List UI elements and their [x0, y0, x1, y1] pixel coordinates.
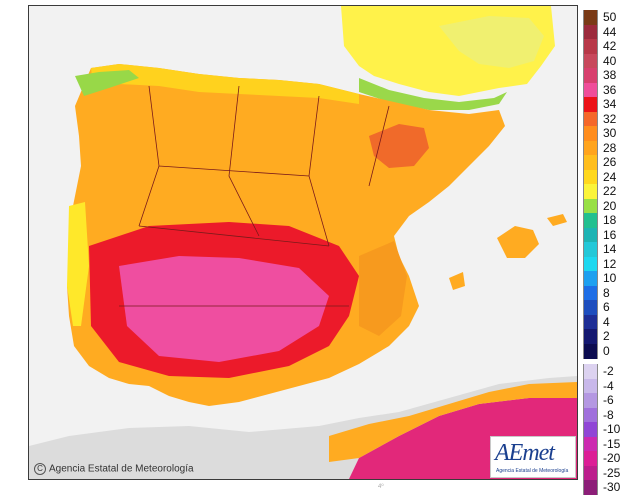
- legend-label: -4: [603, 378, 614, 393]
- menorca-island: [547, 214, 567, 226]
- aemet-logo: AEmet Agencia Estatal de Meteorología: [490, 436, 576, 478]
- legend-label: -8: [603, 407, 614, 422]
- legend-swatch: [583, 364, 598, 379]
- north-coast-mild-band: [91, 64, 359, 104]
- legend-label: 2: [603, 329, 610, 343]
- region-borders: [119, 85, 390, 307]
- france-cool-zone: [439, 16, 544, 68]
- legend-swatch: [583, 213, 598, 228]
- legend-label: 18: [603, 213, 617, 227]
- legend-label: 12: [603, 256, 617, 271]
- atlantic-coast-mild: [67, 202, 89, 326]
- legend-swatch: [583, 53, 598, 69]
- legend-label: -2: [603, 364, 614, 378]
- temperature-map: [28, 5, 578, 480]
- legend-swatch: [583, 140, 598, 156]
- legend-label: 4: [603, 314, 610, 329]
- legend-swatch: [583, 343, 598, 359]
- logo-name: AEmet: [495, 440, 555, 466]
- legend-swatch: [583, 378, 598, 394]
- legend-label: 14: [603, 242, 617, 256]
- mallorca-island: [497, 226, 539, 258]
- africa-warm-zone: [329, 382, 577, 462]
- legend-swatch: [583, 300, 598, 315]
- legend-swatch: [583, 184, 598, 199]
- temperature-legend: 50 44 42 40 38 36 34 32 30 28 26 24 22 20 18 16 14 12 10 8 6…: [583, 10, 627, 495]
- legend-label: 24: [603, 169, 617, 184]
- legend-swatch: [583, 198, 598, 214]
- legend-swatch: [583, 393, 598, 408]
- legend-swatch: [583, 422, 598, 437]
- legend-label: -15: [603, 436, 621, 451]
- legend-swatch: [583, 465, 598, 481]
- legend-swatch: [583, 407, 598, 423]
- legend-label: 20: [603, 198, 617, 213]
- legend-swatch: [583, 256, 598, 272]
- legend-label: -10: [603, 422, 621, 436]
- logo-subtitle: Agencia Estatal de Meteorología: [496, 468, 569, 474]
- legend-swatch: [583, 155, 598, 170]
- legend-label: -30: [603, 480, 621, 494]
- legend-swatch: [583, 436, 598, 452]
- legend-swatch: [583, 242, 598, 257]
- galicia-cool-band: [75, 70, 139, 96]
- legend-label: 10: [603, 271, 617, 285]
- legend-label: -6: [603, 393, 614, 407]
- ebro-hot-zone: [369, 124, 429, 168]
- legend-label: 0: [603, 343, 610, 358]
- legend-label: 16: [603, 227, 617, 242]
- legend-label: 40: [603, 53, 617, 68]
- legend-swatch: [583, 480, 598, 495]
- legend-swatch: [583, 314, 598, 330]
- legend-label: 22: [603, 184, 617, 198]
- legend-label: 36: [603, 82, 617, 97]
- legend-label: 38: [603, 68, 617, 82]
- legend-label: 6: [603, 300, 610, 314]
- copyright-icon: C: [34, 463, 46, 475]
- legend-label: 42: [603, 39, 617, 53]
- legend-swatch: [583, 82, 598, 98]
- legend-swatch: [583, 111, 598, 127]
- legend-swatch: [583, 126, 598, 141]
- legend-label: 44: [603, 24, 617, 39]
- legend-label: 34: [603, 97, 617, 111]
- legend-swatch: [583, 451, 598, 466]
- legend-label: 30: [603, 126, 617, 140]
- legend-label: 28: [603, 140, 617, 155]
- bottom-mark: 4º: [378, 484, 384, 490]
- legend-label: 50: [603, 10, 617, 24]
- legend-swatch: [583, 24, 598, 40]
- iberia-temperature-map: [29, 6, 577, 479]
- legend-swatch: [583, 169, 598, 185]
- legend-label: 32: [603, 111, 617, 126]
- legend-label: 26: [603, 155, 617, 169]
- legend-swatch: [583, 271, 598, 286]
- guadalquivir-extreme-zone: [119, 256, 329, 362]
- legend-swatch: [583, 39, 598, 54]
- credit-text: Agencia Estatal de Meteorología: [49, 463, 194, 475]
- ibiza-island: [449, 272, 465, 290]
- legend-label: 8: [603, 285, 610, 300]
- legend-swatch: [583, 10, 598, 25]
- legend-swatch: [583, 329, 598, 344]
- legend-label: -20: [603, 451, 621, 465]
- legend-swatch: [583, 68, 598, 83]
- legend-label: -25: [603, 465, 621, 480]
- copyright-credit: C Agencia Estatal de Meteorología: [34, 463, 194, 475]
- legend-swatch: [583, 285, 598, 301]
- pyrenees-cool-band: [359, 78, 507, 110]
- legend-swatch: [583, 97, 598, 112]
- legend-swatch: [583, 227, 598, 243]
- levante-warm-zone: [359, 241, 407, 336]
